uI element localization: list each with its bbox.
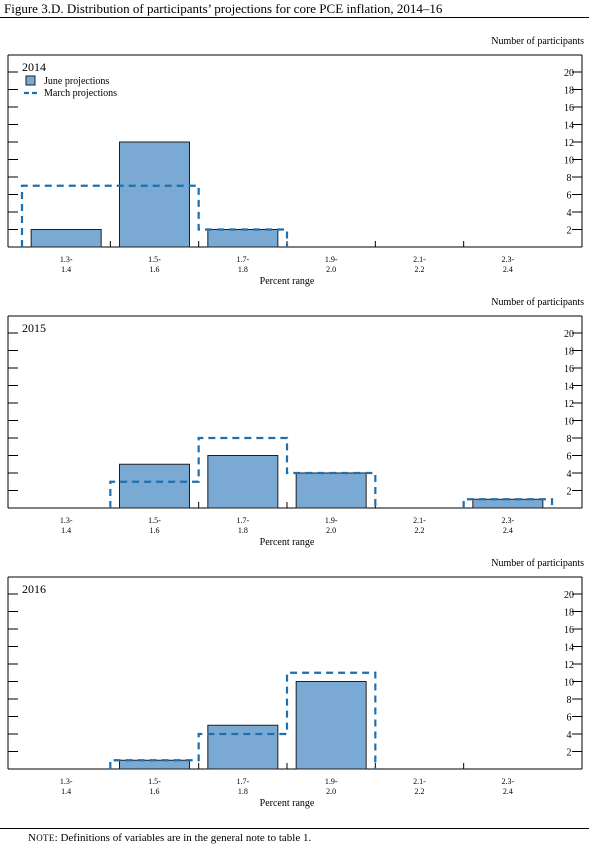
panel-2014-legend-june-label: June projections xyxy=(44,76,109,87)
panel-2016-xtick-label: 1.3- xyxy=(60,777,73,786)
panel-2014-ytick-label: 4 xyxy=(567,208,572,219)
panel-2016-xtick-label: 1.8 xyxy=(238,787,248,796)
panel-2015-ytick-label: 6 xyxy=(567,452,572,463)
panel-2014-xtick-label: 1.5- xyxy=(148,255,161,264)
panel-2016-xtick-label: 2.2 xyxy=(415,787,425,796)
panel-2016-ytick-label: 14 xyxy=(564,643,574,654)
panel-2016-xtick-label: 1.4 xyxy=(61,787,71,796)
panel-2015-ytick-label: 18 xyxy=(564,347,574,358)
panel-2015-xtick-label: 1.4 xyxy=(61,526,71,535)
panel-2014-ytick-label: 12 xyxy=(564,138,574,149)
panel-2015-xtick-label: 1.6 xyxy=(150,526,160,535)
panel-2016-ytick-label: 2 xyxy=(567,748,572,759)
panel-2016-xtick-label: 1.7- xyxy=(236,777,249,786)
panel-2015-title: 2015 xyxy=(22,321,46,335)
panel-2014-xtick-label: 1.7- xyxy=(236,255,249,264)
panel-2016-ytick-label: 18 xyxy=(564,608,574,619)
panel-2015-ytick-label: 8 xyxy=(567,434,572,445)
panel-2014-ytick-label: 10 xyxy=(564,156,574,167)
panel-2015-ytick-label: 14 xyxy=(564,382,574,393)
panel-2014-ytick-label: 16 xyxy=(564,103,574,114)
panel-2015-xtick-label: 1.8 xyxy=(238,526,248,535)
panel-2014-xtick-label: 1.9- xyxy=(325,255,338,264)
panel-2014-ytick-label: 20 xyxy=(564,68,574,79)
panel-2015-xtick-label: 2.4 xyxy=(503,526,513,535)
note-text: : Definitions of variables are in the ge… xyxy=(54,832,312,844)
panel-2014-xtick-label: 2.0 xyxy=(326,265,336,274)
panel-2014-march-step-0 xyxy=(20,184,289,247)
panel-2016-ytick-label: 10 xyxy=(564,678,574,689)
panel-2014-title: 2014 xyxy=(22,60,46,74)
panel-2014-xtick-label: 1.6 xyxy=(150,265,160,274)
panel-2016-ytick-label: 12 xyxy=(564,660,574,671)
panel-2015-xtick-label: 1.7- xyxy=(236,516,249,525)
panel-2014-ytick-label: 6 xyxy=(567,191,572,202)
panel-2016-ytick-label: 20 xyxy=(564,590,574,601)
panel-2014-ylabel: Number of participants xyxy=(491,36,584,47)
panel-2016-ytick-label: 8 xyxy=(567,695,572,706)
panel-2014-bar-june-0 xyxy=(30,229,102,248)
panel-2015-bar-june-1 xyxy=(119,463,190,509)
panel-2014-xtick-label: 1.4 xyxy=(61,265,71,274)
panel-2015-ytick-label: 2 xyxy=(567,487,572,498)
panel-2016-ytick-label: 6 xyxy=(567,713,572,724)
panel-2016-ylabel: Number of participants xyxy=(491,558,584,569)
panel-2015-bar-june-3 xyxy=(295,472,367,509)
panel-2016-bar-june-1 xyxy=(119,759,190,770)
top-rule xyxy=(0,17,589,18)
panel-2014-xtick-label: 2.3- xyxy=(501,255,514,264)
panel-2014-bar-june-2 xyxy=(207,229,279,248)
bottom-rule xyxy=(0,828,589,829)
panel-2014-xtick-label: 2.2 xyxy=(415,265,425,274)
panel-2015-xtick-label: 2.2 xyxy=(415,526,425,535)
panel-2016-xtick-label: 2.4 xyxy=(503,787,513,796)
panel-2014-ytick-label: 14 xyxy=(564,121,574,132)
figure-note: NOTE: Definitions of variables are in th… xyxy=(28,832,311,844)
panel-2014-legend-march-label: March projections xyxy=(44,88,117,99)
panel-2015-bar-june-5 xyxy=(472,498,544,509)
panel-2016-xtick-label: 2.1- xyxy=(413,777,426,786)
panel-2015-xlabel: Percent range xyxy=(260,537,315,548)
panel-2015-ytick-label: 10 xyxy=(564,417,574,428)
panel-2015-xtick-label: 1.5- xyxy=(148,516,161,525)
panel-2016-xtick-label: 1.5- xyxy=(148,777,161,786)
panel-2016-xlabel: Percent range xyxy=(260,798,315,809)
panel-2016-xtick-label: 1.9- xyxy=(325,777,338,786)
panel-2015-ytick-label: 16 xyxy=(564,364,574,375)
panel-2016-bar-june-3 xyxy=(295,681,367,770)
panel-2015-ytick-label: 20 xyxy=(564,329,574,340)
panel-2015-xtick-label: 2.0 xyxy=(326,526,336,535)
panel-2014-xtick-label: 2.4 xyxy=(503,265,513,274)
panel-2016-ytick-label: 16 xyxy=(564,625,574,636)
panel-2016-xtick-label: 2.3- xyxy=(501,777,514,786)
panel-2015-march-step-5 xyxy=(462,498,554,508)
panel-2014-ytick-label: 2 xyxy=(567,226,572,237)
panel-2016-bar-june-2 xyxy=(207,724,279,770)
panel-2014-xlabel: Percent range xyxy=(260,276,315,287)
panel-2015-xtick-label: 2.3- xyxy=(501,516,514,525)
panel-2015-ylabel: Number of participants xyxy=(491,297,584,308)
panel-2014-xtick-label: 2.1- xyxy=(413,255,426,264)
panel-2015-ytick-label: 4 xyxy=(567,469,572,480)
panel-2016-xtick-label: 2.0 xyxy=(326,787,336,796)
panel-2016-ytick-label: 4 xyxy=(567,730,572,741)
figure-title: Figure 3.D. Distribution of participants… xyxy=(4,1,443,16)
panel-2015-xtick-label: 1.9- xyxy=(325,516,338,525)
panel-2015-xtick-label: 2.1- xyxy=(413,516,426,525)
panel-2015-march-step-1 xyxy=(109,436,377,508)
panel-2015-xtick-label: 1.3- xyxy=(60,516,73,525)
panel-2014-ytick-label: 8 xyxy=(567,173,572,184)
panel-2014-xtick-label: 1.3- xyxy=(60,255,73,264)
note-prefix: NOTE xyxy=(28,832,55,844)
panel-2014-legend-june-swatch xyxy=(25,75,36,86)
panel-2016-title: 2016 xyxy=(22,582,46,596)
panel-2014-ytick-label: 18 xyxy=(564,86,574,97)
panel-2015-bar-june-2 xyxy=(207,455,279,509)
panel-2014-bar-june-1 xyxy=(119,141,190,248)
panel-2015-ytick-label: 12 xyxy=(564,399,574,410)
panel-2016-xtick-label: 1.6 xyxy=(150,787,160,796)
panel-2014-xtick-label: 1.8 xyxy=(238,265,248,274)
